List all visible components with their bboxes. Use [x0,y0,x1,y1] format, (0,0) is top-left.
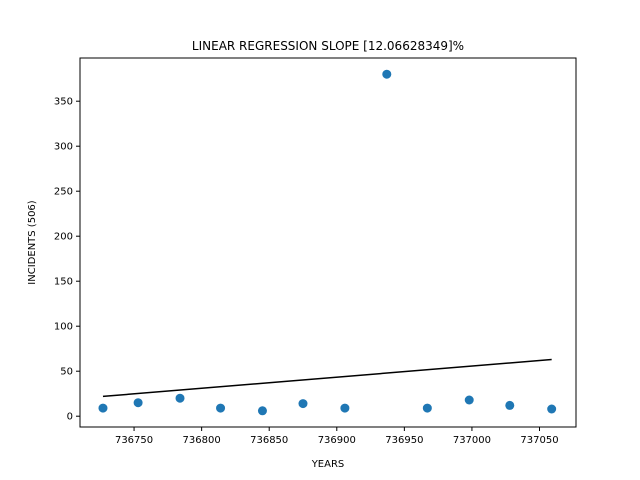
plot-area: 736750 736800 736850 736900 736950 737000 7370… [54,69,559,446]
x-tick-label: 736900 [318,435,356,446]
x-tick-label: 737050 [520,435,558,446]
y-tick-label: 300 [54,142,73,153]
y-axis-label: INCIDENTS (506) [27,200,38,284]
x-tick-label: 736850 [250,435,288,446]
data-point [382,69,392,79]
y-tick-label: 50 [60,367,73,378]
data-point [175,393,185,403]
y-tick-label: 150 [54,277,73,288]
data-point [547,404,557,414]
data-point [298,399,308,409]
x-tick-label: 736750 [115,435,153,446]
regression-line [102,358,552,398]
y-tick-label: 350 [54,97,73,108]
data-point [133,398,143,408]
data-point [422,403,432,413]
data-point [98,403,108,413]
plot-frame [79,57,577,428]
chart-title: LINEAR REGRESSION SLOPE [12.06628349]% [192,39,464,53]
data-point [340,403,350,413]
y-tick-label: 250 [54,187,73,198]
y-tick-label: 200 [54,232,73,243]
x-tick-label: 736800 [183,435,221,446]
x-axis-label: YEARS [311,459,345,470]
data-point [216,403,226,413]
data-point [464,395,474,405]
x-tick-label: 736950 [385,435,423,446]
y-tick-label: 100 [54,322,73,333]
data-point [505,400,515,410]
x-tick-label: 737000 [453,435,491,446]
data-point [257,406,267,416]
y-tick-label: 0 [67,412,73,423]
